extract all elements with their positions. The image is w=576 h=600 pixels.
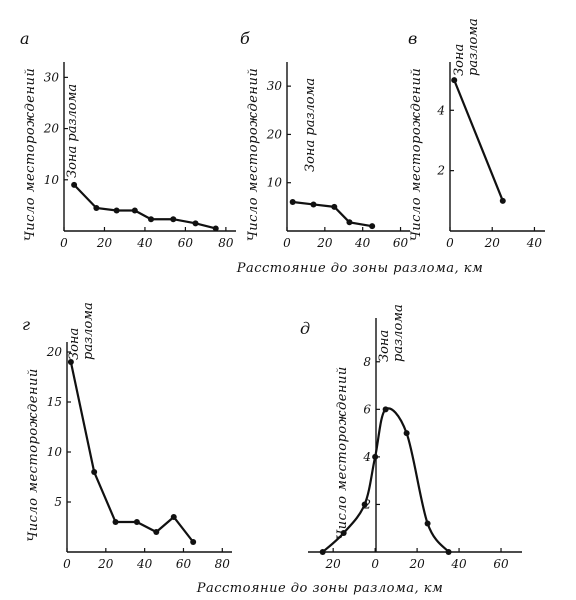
data-point [133, 519, 140, 525]
data-point [91, 469, 98, 475]
annotation-word: Зона [67, 328, 82, 360]
y-tick-label: 4 [362, 450, 371, 464]
x-tick-label: 0 [283, 236, 291, 250]
y-tick-label: 10 [44, 173, 60, 187]
data-point [403, 430, 410, 437]
y-tick-label: 20 [266, 127, 283, 141]
panel-label: б [240, 29, 250, 48]
data-point [340, 529, 347, 536]
x-tick-label: 40 [450, 557, 467, 571]
series-line [73, 184, 217, 230]
x-tick-label: 60 [493, 557, 509, 571]
panel-label: д [300, 319, 310, 338]
data-point [67, 359, 74, 365]
y-axis-title: Число месторождений [26, 368, 41, 542]
y-axis-title: Число месторождений [335, 366, 350, 540]
data-point [153, 529, 160, 535]
x-tick-label: 40 [136, 557, 153, 571]
x-tick-label: 20 [484, 236, 501, 250]
x-tick-label: 80 [218, 236, 234, 250]
data-point [310, 201, 317, 208]
fault-zone-annotation: Зона разлома [65, 84, 80, 178]
annotation-word: Зона [452, 44, 467, 76]
fault-zone-annotation: Зонаразлома [377, 304, 406, 362]
x-tick-label: 40 [136, 236, 153, 250]
data-point [331, 203, 338, 210]
data-point [445, 549, 452, 555]
x-tick-label: 20 [316, 236, 333, 250]
data-point [451, 77, 458, 84]
y-axis-title: Число месторождений [246, 68, 261, 242]
data-point [319, 549, 326, 555]
y-tick-label: 10 [47, 445, 63, 459]
x-tick-label: 20 [96, 236, 113, 250]
data-point [382, 406, 389, 413]
data-point [499, 197, 506, 204]
data-point [190, 539, 197, 545]
data-point [170, 216, 177, 223]
shared-x-axis-title-bottom: Расстояние до зоны разлома, км [196, 581, 444, 596]
annotation-word: разлома [81, 302, 96, 360]
panel-4: 2002040602468дЧисло месторожденийЗонараз… [300, 304, 522, 571]
x-tick-label: 60 [393, 236, 409, 250]
data-point [289, 199, 296, 206]
y-tick-label: 5 [54, 495, 62, 509]
fault-zone-annotation: Зонаразлома [67, 302, 96, 360]
x-tick-label: 40 [354, 236, 371, 250]
panel-3: 0 20 40 60 80 5 10 15 20 г Число месторождений Зона… [22, 302, 232, 571]
data-point [212, 225, 219, 232]
data-point [346, 219, 353, 226]
data-point [361, 501, 368, 508]
x-tick-label: 40 [526, 236, 543, 250]
data-point [192, 220, 199, 227]
y-tick-label: 30 [267, 79, 283, 93]
y-tick-label: 2 [436, 164, 445, 178]
data-point [93, 204, 100, 211]
data-point [131, 207, 138, 214]
x-tick-label: 60 [178, 236, 194, 250]
x-tick-label: 60 [176, 557, 192, 571]
y-tick-label: 15 [47, 395, 62, 409]
x-tick-label: 20 [325, 557, 342, 571]
y-tick-label: 6 [363, 402, 371, 416]
data-point [369, 223, 376, 230]
shared-x-axis-title-top: Расстояние до зоны разлома, км [236, 261, 484, 276]
annotation-word: Зона [377, 330, 392, 362]
y-tick-label: 10 [267, 176, 283, 190]
fault-zone-annotation: Зонаразлома [452, 18, 481, 76]
x-tick-label: 0 [371, 557, 379, 571]
annotation-word: разлома [466, 18, 481, 76]
x-tick-label: 0 [63, 557, 71, 571]
panel-1: 0 20 40 60 10 20 30 б Число месторождений Зона ра… [240, 29, 410, 250]
data-point [170, 514, 177, 520]
y-tick-label: 20 [46, 345, 63, 359]
panel-label: г [22, 315, 30, 334]
x-tick-label: 80 [215, 557, 231, 571]
data-point [71, 181, 78, 188]
panel-label: в [408, 29, 417, 48]
y-tick-label: 30 [44, 70, 60, 84]
data-point [112, 519, 119, 525]
y-tick-label: 8 [363, 355, 371, 369]
data-point [113, 207, 120, 214]
x-tick-label: 0 [60, 236, 68, 250]
y-axis-title: Число месторождений [23, 68, 38, 242]
y-tick-label: 4 [436, 103, 445, 117]
series-line [321, 407, 450, 553]
panel-label: а [20, 29, 30, 48]
y-axis-title: Число месторождений [409, 68, 424, 242]
series-line [453, 79, 504, 202]
panel-0: 0 20 40 60 80 10 20 30 а Число месторождений Зона … [20, 29, 236, 250]
data-point [148, 216, 155, 223]
annotation-word: разлома [391, 304, 406, 362]
x-tick-label: 20 [408, 557, 425, 571]
data-point [424, 520, 431, 527]
x-tick-label: 20 [97, 557, 114, 571]
data-point [372, 453, 379, 460]
panel-2: 0 20 40 2 4 в Число месторождений Зонаразлома [408, 18, 545, 250]
x-tick-label: 0 [446, 236, 454, 250]
y-tick-label: 20 [43, 122, 60, 136]
fault-zone-annotation: Зона разлома [303, 78, 318, 172]
